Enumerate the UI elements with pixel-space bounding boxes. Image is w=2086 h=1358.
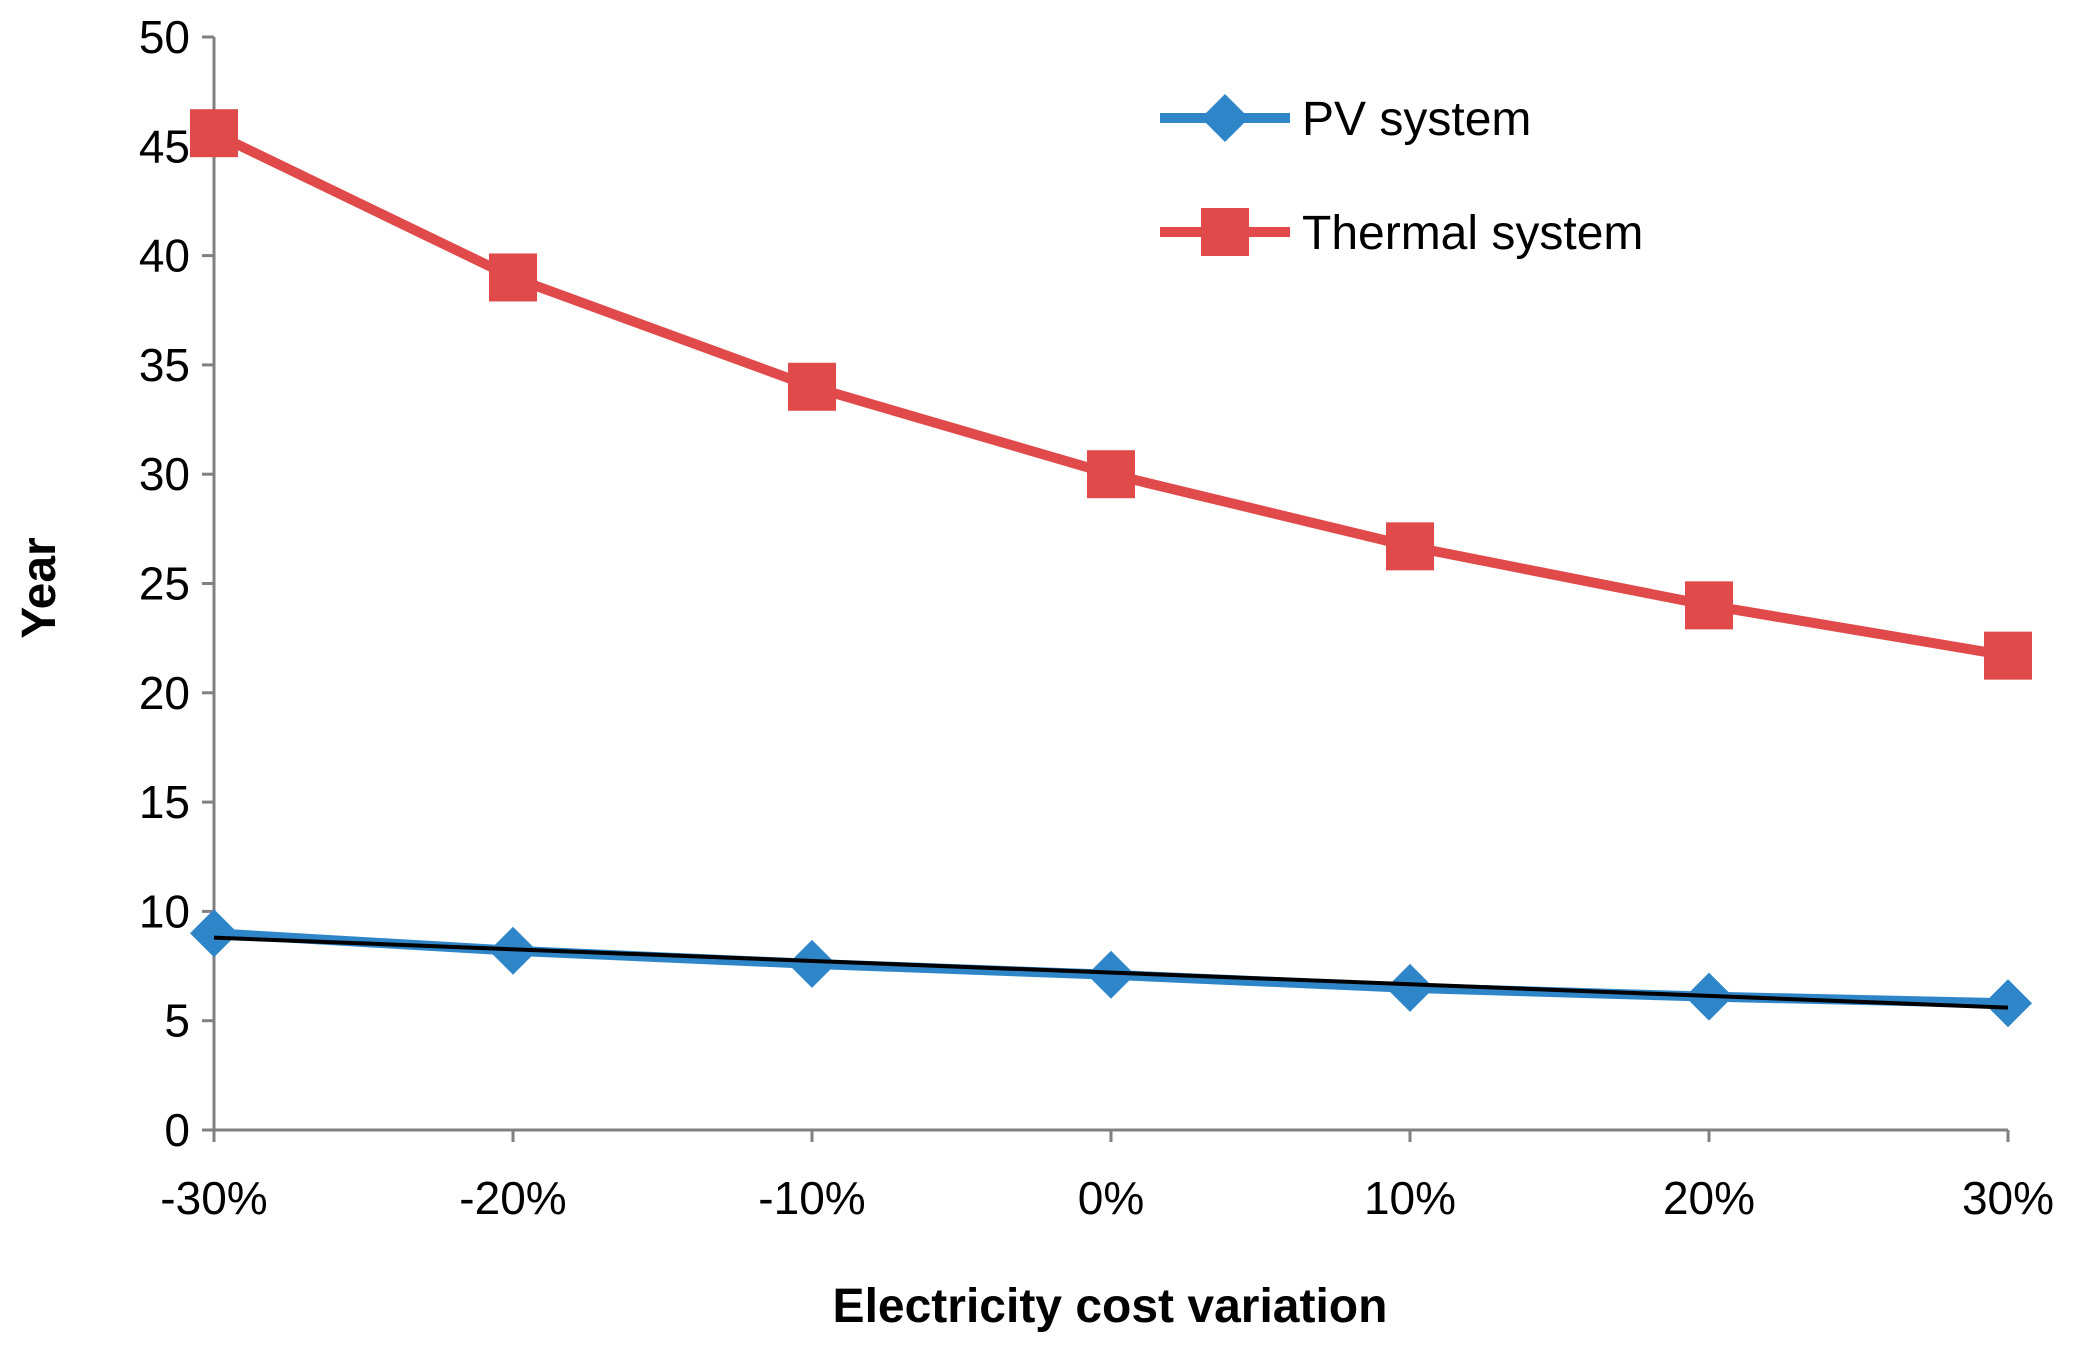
series-thermal-system [190,109,2032,680]
data-point [1087,450,1135,499]
y-tick-label: 25 [139,558,190,610]
legend-label: PV system [1302,93,1531,146]
y-tick-label: 5 [164,995,190,1047]
y-tick-label: 50 [139,11,190,63]
data-point [190,909,238,958]
data-point [788,939,836,988]
data-point [1386,522,1434,571]
legend-item: Thermal system [1160,207,1643,260]
y-axis-title: Year [13,537,66,638]
legend-swatch-marker [1201,208,1249,256]
y-tick-label: 30 [139,448,190,500]
x-tick-label: 20% [1663,1172,1755,1224]
legend-swatch-marker [1201,94,1249,142]
x-tick-label: -10% [758,1172,865,1224]
series-layer [190,109,2032,1028]
y-tick-label: 20 [139,667,190,719]
legend: PV system Thermal system [1160,93,1643,260]
y-tick-label: 10 [139,885,190,937]
trendline [213,935,2009,1010]
series-line [211,128,2009,661]
data-point [190,109,238,158]
y-tick-label: 35 [139,339,190,391]
data-point [1685,581,1733,630]
y-axis-ticks: 0 5 10 15 20 25 30 35 40 45 50 [139,11,214,1156]
x-axis-ticks: -30% -20% -10% 0% 10% 20% 30% [160,1130,2054,1224]
x-axis-title: Electricity cost variation [833,1280,1388,1333]
x-tick-label: -20% [459,1172,566,1224]
data-point [489,253,537,302]
data-point [1984,631,2032,680]
y-tick-label: 15 [139,776,190,828]
y-tick-label: 40 [139,230,190,282]
data-point [1984,979,2032,1028]
x-tick-label: 10% [1364,1172,1456,1224]
data-point [788,362,836,411]
legend-item: PV system [1160,93,1531,146]
y-tick-label: 0 [164,1104,190,1156]
x-tick-label: -30% [160,1172,267,1224]
x-tick-label: 30% [1962,1172,2054,1224]
y-tick-label: 45 [139,120,190,172]
x-tick-label: 0% [1078,1172,1144,1224]
data-point [1386,963,1434,1012]
series-pv-system [190,909,2032,1028]
legend-label: Thermal system [1302,207,1643,260]
data-point [1087,950,1135,999]
